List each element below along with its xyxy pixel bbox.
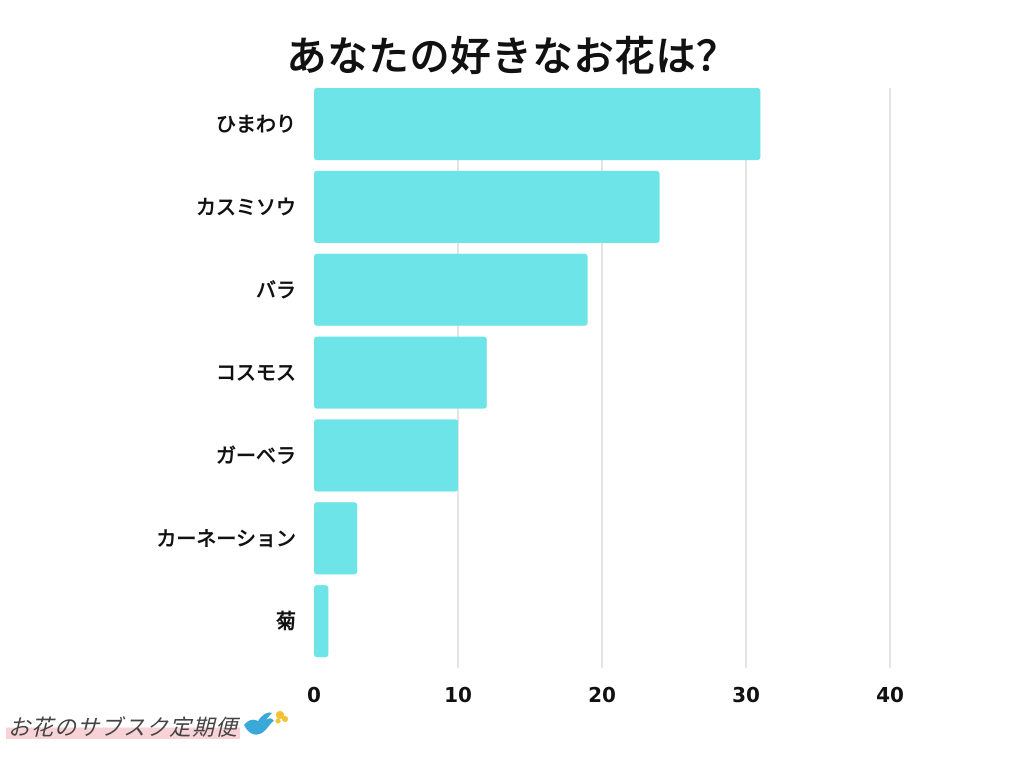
bar-3 [314,253,588,326]
bar-1 [314,88,761,161]
category-label: コスモス [216,361,296,385]
x-axis-ticks: 0 10 20 30 40 [307,683,904,707]
bar-2 [314,170,660,243]
brand-logo: お花のサブスク定期便 [6,706,289,746]
x-tick-label: 20 [588,683,616,707]
bar-7 [314,585,329,658]
bar-5 [314,419,458,492]
bird-flower-icon [242,707,289,745]
logo-text: お花のサブスク定期便 [6,710,241,742]
category-label: ガーベラ [216,443,296,467]
chart-title: あなたの好きなお花は？ [286,34,738,80]
x-tick-label: 30 [732,683,760,707]
category-label: バラ [256,278,296,302]
category-label: カスミソウ [196,195,296,219]
x-tick-label: 40 [876,683,904,707]
x-tick-label: 0 [307,683,321,707]
x-tick-label: 10 [444,683,472,707]
category-label: 菊 [276,609,296,633]
category-label: カーネーション [156,526,296,550]
bars [314,88,761,658]
bar-6 [314,502,358,575]
category-label: ひまわり [216,112,296,136]
bar-4 [314,336,487,409]
